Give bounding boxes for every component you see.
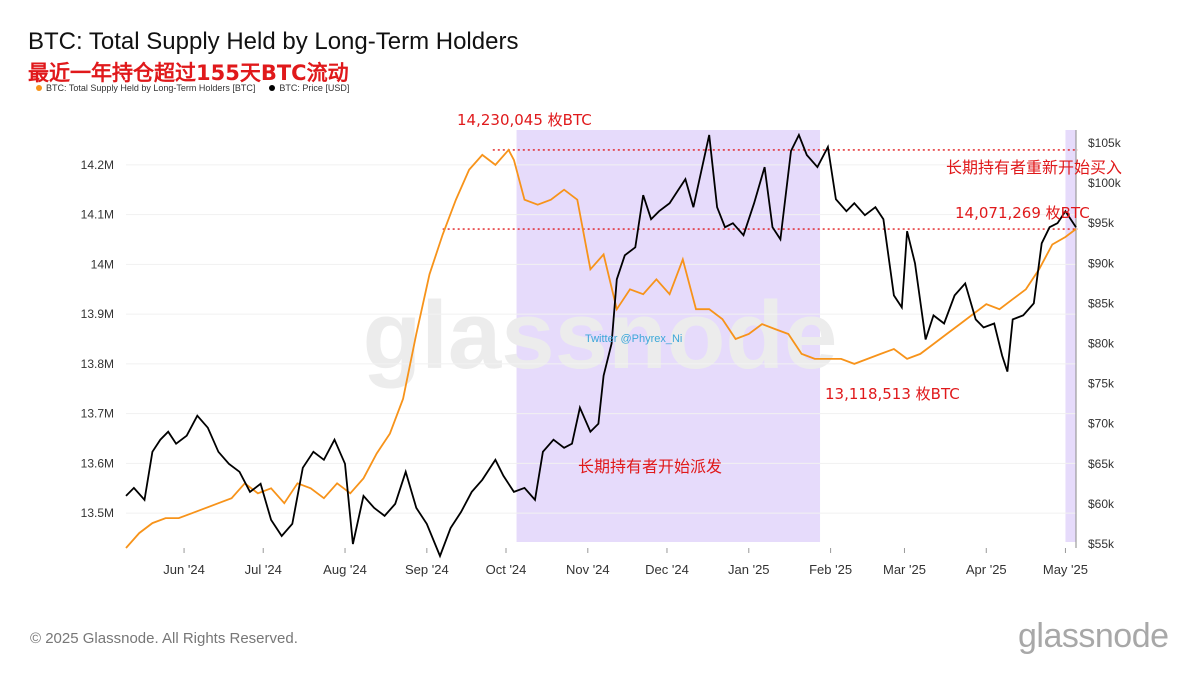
y-left-tick-label: 14.1M bbox=[81, 208, 114, 222]
supply-series-line bbox=[125, 148, 1077, 549]
y-left-tick-label: 14M bbox=[91, 257, 114, 271]
reference-lines bbox=[442, 149, 1078, 230]
grid bbox=[126, 164, 1076, 514]
y-right-tick-label: $85k bbox=[1088, 296, 1115, 310]
y-right-tick-label: $60k bbox=[1088, 497, 1115, 511]
chart-subtitle: 最近一年持仓超过155天BTC流动 bbox=[28, 61, 349, 85]
y-right-tick-label: $70k bbox=[1088, 417, 1115, 431]
x-tick-label: Feb '25 bbox=[809, 562, 852, 577]
y-left-tick-label: 13.8M bbox=[81, 357, 114, 371]
y-left-tick-label: 13.6M bbox=[81, 456, 114, 470]
x-tick-label: Aug '24 bbox=[323, 562, 367, 577]
y-axis-right: $55k $60k $65k $70k $75k $80k $85k $90k $95k $100… bbox=[1088, 136, 1122, 551]
watermark: glassnode bbox=[363, 282, 838, 389]
annotation-distribute: 长期持有者开始派发 bbox=[578, 457, 722, 476]
x-tick-label: Jul '24 bbox=[245, 562, 282, 577]
x-tick-label: Nov '24 bbox=[566, 562, 610, 577]
y-left-tick-label: 13.7M bbox=[81, 407, 114, 421]
x-tick-label: Sep '24 bbox=[405, 562, 449, 577]
y-right-tick-label: $80k bbox=[1088, 337, 1115, 351]
price-series-line bbox=[125, 132, 1077, 559]
brand-logo: glassnode bbox=[1018, 617, 1169, 655]
annotation-current: 14,071,269 枚BTC bbox=[955, 204, 1090, 222]
y-right-tick-label: $90k bbox=[1088, 256, 1115, 270]
legend-price-label: BTC: Price [USD] bbox=[279, 83, 350, 93]
legend-price-swatch bbox=[269, 85, 276, 91]
y-left-tick-label: 13.5M bbox=[81, 506, 114, 520]
annotation-peak: 14,230,045 枚BTC bbox=[457, 111, 592, 129]
x-axis: Jun '24 Jul '24 Aug '24 Sep '24 Oct '24 Nov '… bbox=[163, 548, 1088, 577]
legend-item-price[interactable]: BTC: Price [USD] bbox=[269, 83, 349, 93]
legend-supply-swatch bbox=[36, 85, 42, 91]
y-right-tick-label: $65k bbox=[1088, 457, 1115, 471]
y-right-tick-label: $105k bbox=[1088, 136, 1122, 150]
x-tick-label: May '25 bbox=[1043, 562, 1088, 577]
x-tick-label: Jan '25 bbox=[728, 562, 770, 577]
y-left-tick-label: 14.2M bbox=[81, 158, 114, 172]
y-axis-left: 13.5M 13.6M 13.7M 13.8M 13.9M 14M 14.1M 14.2M bbox=[81, 130, 1077, 548]
x-tick-label: Mar '25 bbox=[883, 562, 926, 577]
annotation-rebuy: 长期持有者重新开始买入 bbox=[946, 158, 1122, 177]
annotation-low: 13,118,513 枚BTC bbox=[825, 385, 960, 403]
twitter-handle: Twitter @Phyrex_Ni bbox=[585, 333, 682, 345]
chart-title: BTC: Total Supply Held by Long-Term Hold… bbox=[28, 28, 519, 55]
y-right-tick-label: $55k bbox=[1088, 537, 1115, 551]
shaded-region-1 bbox=[1065, 130, 1076, 542]
legend-supply-label: BTC: Total Supply Held by Long-Term Hold… bbox=[46, 83, 256, 93]
y-left-tick-label: 13.9M bbox=[81, 307, 114, 321]
legend-item-supply[interactable]: BTC: Total Supply Held by Long-Term Hold… bbox=[36, 83, 255, 93]
y-right-tick-label: $100k bbox=[1088, 176, 1122, 190]
copyright: © 2025 Glassnode. All Rights Reserved. bbox=[30, 630, 298, 647]
x-tick-label: Apr '25 bbox=[966, 562, 1007, 577]
x-tick-label: Dec '24 bbox=[645, 562, 689, 577]
legend: BTC: Total Supply Held by Long-Term Hold… bbox=[36, 83, 349, 93]
x-tick-label: Jun '24 bbox=[163, 562, 205, 577]
x-tick-label: Oct '24 bbox=[486, 562, 527, 577]
y-right-tick-label: $75k bbox=[1088, 377, 1115, 391]
y-right-tick-label: $95k bbox=[1088, 216, 1115, 230]
